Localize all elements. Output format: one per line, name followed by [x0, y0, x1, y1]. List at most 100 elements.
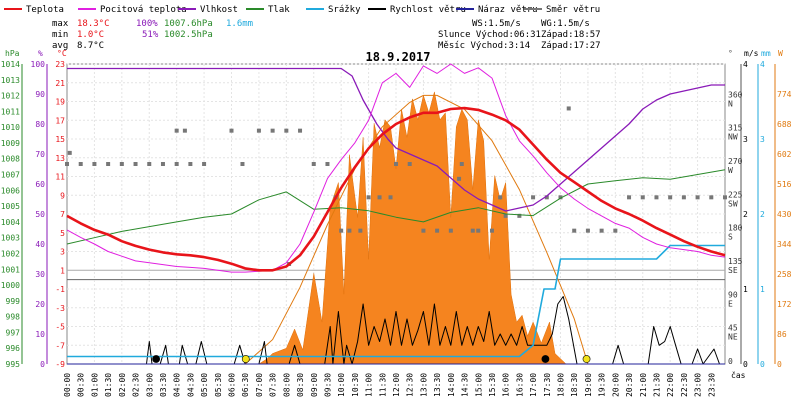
marker-moon-set [541, 355, 550, 363]
pressure-tick-8: 1006 [1, 186, 20, 195]
time-label-19: 09:30 [323, 373, 332, 397]
direction-label-2: W [728, 166, 733, 175]
temp-tick-1: 21 [55, 79, 65, 88]
series-line-0 [66, 106, 726, 272]
pressure-tick-10: 1004 [1, 218, 20, 227]
solar-axis-header: W [778, 49, 783, 58]
wind-direction-point-36 [489, 228, 494, 233]
temp-tick-10: 3 [60, 248, 65, 257]
stats-avg-temp: 8.7°C [77, 41, 104, 51]
wind-direction-point-20 [325, 162, 330, 166]
time-label-13: 06:30 [241, 373, 250, 397]
pressure-tick-16: 998 [6, 313, 21, 322]
humidity-tick-5: 50 [35, 210, 45, 219]
chart-title: 18.9.2017 [365, 50, 430, 64]
stats-block: max 18.3°C 100% 1007.6hPa 1.6mm min 1.0°… [52, 19, 253, 51]
time-label-46: 23:00 [694, 373, 703, 397]
stats-max-temp: 18.3°C [77, 19, 110, 29]
time-label-22: 11:00 [365, 373, 374, 397]
direction-tick-4: 180 [728, 224, 743, 233]
wind-direction-point-27 [388, 195, 393, 200]
temp-tick-8: 7 [60, 210, 65, 219]
pressure-tick-19: 995 [6, 360, 21, 369]
wind-direction-point-52 [695, 195, 700, 200]
direction-label-5: SE [728, 266, 738, 275]
wind-direction-point-48 [640, 195, 645, 200]
rain-tick-2: 2 [760, 210, 765, 219]
time-label-0: 00:00 [63, 373, 72, 397]
wind-direction-point-28 [394, 162, 398, 166]
series-line-5 [67, 296, 725, 365]
humidity-axis-header: % [38, 49, 43, 58]
wind-direction-point-57 [457, 176, 462, 181]
rain-tick-3: 1 [760, 285, 765, 294]
stats-max-pressure: 1007.6hPa [164, 19, 213, 29]
pressure-tick-4: 1010 [1, 123, 20, 132]
stats-min-temp: 1.0°C [77, 30, 104, 40]
wind-direction-point-23 [347, 228, 352, 233]
humidity-tick-7: 30 [35, 270, 45, 279]
legend: Teplota Pocitová teplota Vlhkost Tlak Srážky… [4, 5, 600, 15]
temp-tick-4: 15 [55, 135, 65, 144]
info-wind-gust: WG:1.5m/s [541, 19, 590, 29]
temp-tick-13: -3 [55, 304, 65, 313]
solar-tick-5: 344 [777, 240, 792, 249]
time-label-32: 16:00 [502, 373, 511, 397]
temp-tick-16: -9 [55, 360, 65, 369]
rain-axis-header: mm [761, 49, 771, 58]
direction-tick-1: 315 [728, 124, 743, 133]
solar-tick-4: 430 [777, 210, 792, 219]
time-label-47: 23:30 [707, 373, 716, 397]
wind-direction-point-47 [627, 195, 632, 200]
direction-tick-0: 360 [728, 90, 743, 99]
wind-direction-point-44 [585, 228, 590, 233]
wind-direction-point-41 [544, 195, 549, 200]
pressure-tick-1: 1013 [1, 76, 20, 85]
wind-tick-0: 4 [743, 60, 748, 69]
pressure-tick-17: 997 [6, 328, 21, 337]
time-label-11: 05:30 [214, 373, 223, 397]
direction-axis-header: ° [728, 49, 733, 58]
wind-direction-point-33 [459, 162, 464, 166]
pressure-tick-13: 1001 [1, 265, 20, 274]
wind-direction-point-45 [599, 228, 604, 233]
time-label-26: 13:00 [419, 373, 428, 397]
marker-moon-rise [152, 355, 161, 363]
time-label-3: 01:30 [104, 373, 113, 397]
wind-direction-point-19 [311, 162, 316, 166]
wind-direction-point-1 [78, 162, 83, 166]
time-label-44: 22:00 [666, 373, 675, 397]
time-label-37: 18:30 [570, 373, 579, 397]
solar-tick-6: 258 [777, 270, 792, 279]
humidity-tick-6: 40 [35, 240, 45, 249]
wind-direction-point-14 [240, 162, 245, 166]
pressure-axis-header: hPa [5, 49, 20, 58]
temp-tick-7: 9 [60, 191, 65, 200]
wind-direction-point-5 [133, 162, 138, 166]
time-label-40: 20:00 [611, 373, 620, 397]
time-label-12: 06:00 [228, 373, 237, 397]
temp-tick-9: 5 [60, 229, 65, 238]
solar-tick-1: 688 [777, 120, 792, 129]
solar-theoretical-line [244, 94, 589, 365]
time-label-8: 04:00 [173, 373, 182, 397]
humidity-tick-4: 60 [35, 180, 45, 189]
time-label-43: 21:30 [652, 373, 661, 397]
wind-direction-point-12 [182, 128, 187, 133]
time-label-28: 14:00 [447, 373, 456, 397]
wind-direction-point-24 [358, 228, 363, 233]
stats-min-pressure: 1002.5hPa [164, 30, 213, 40]
wind-direction-point-42 [558, 195, 563, 200]
time-label-20: 10:00 [337, 373, 346, 397]
pressure-tick-12: 1002 [1, 249, 20, 258]
time-label-31: 15:30 [488, 373, 497, 397]
time-label-9: 04:30 [186, 373, 195, 397]
time-label-23: 11:30 [378, 373, 387, 397]
wind-tick-4: 0 [743, 360, 748, 369]
pressure-tick-5: 1009 [1, 139, 20, 148]
wind-direction-point-7 [160, 162, 165, 166]
direction-label-3: SW [728, 199, 738, 208]
direction-tick-6: 90 [728, 290, 738, 299]
time-label-45: 22:30 [680, 373, 689, 397]
